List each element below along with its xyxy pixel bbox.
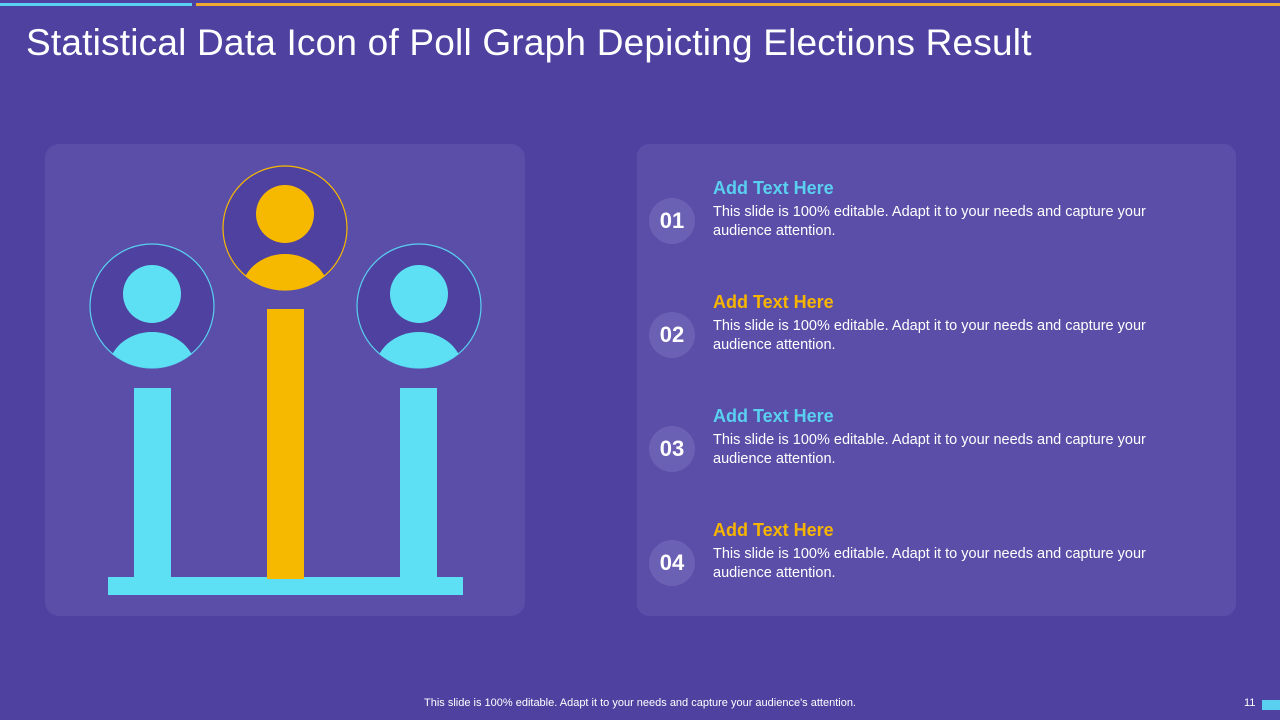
person-icon: [222, 165, 348, 291]
list-item: 02 Add Text Here This slide is 100% edit…: [649, 292, 1209, 372]
list-item: 03 Add Text Here This slide is 100% edit…: [649, 406, 1209, 486]
graph-column-left: [134, 388, 171, 579]
item-description: This slide is 100% editable. Adapt it to…: [713, 432, 1146, 467]
item-number-badge: 03: [649, 426, 695, 472]
item-number-badge: 04: [649, 540, 695, 586]
item-description: This slide is 100% editable. Adapt it to…: [713, 204, 1146, 239]
item-description: This slide is 100% editable. Adapt it to…: [713, 318, 1146, 353]
graph-column-middle: [267, 309, 304, 579]
text-panel: 01 Add Text Here This slide is 100% edit…: [637, 144, 1236, 616]
page-number: 11: [1244, 697, 1256, 709]
item-number-badge: 01: [649, 198, 695, 244]
item-heading: Add Text Here: [713, 406, 834, 426]
page-number-tab: [1262, 700, 1280, 710]
item-number-badge: 02: [649, 312, 695, 358]
item-heading: Add Text Here: [713, 292, 834, 312]
item-heading: Add Text Here: [713, 520, 834, 540]
top-accent-bar-orange: [196, 3, 1280, 6]
person-icon: [89, 243, 215, 369]
poll-graph-graphic: [89, 165, 482, 595]
list-item: 01 Add Text Here This slide is 100% edit…: [649, 178, 1209, 258]
list-item: 04 Add Text Here This slide is 100% edit…: [649, 520, 1209, 600]
item-description: This slide is 100% editable. Adapt it to…: [713, 546, 1146, 581]
slide-title: Statistical Data Icon of Poll Graph Depi…: [26, 22, 1032, 63]
footer-note: This slide is 100% editable. Adapt it to…: [424, 697, 856, 709]
item-heading: Add Text Here: [713, 178, 834, 198]
graph-base-bar: [108, 577, 463, 595]
person-icon: [356, 243, 482, 369]
graph-column-right: [400, 388, 437, 579]
top-accent-bar-blue: [0, 3, 192, 6]
